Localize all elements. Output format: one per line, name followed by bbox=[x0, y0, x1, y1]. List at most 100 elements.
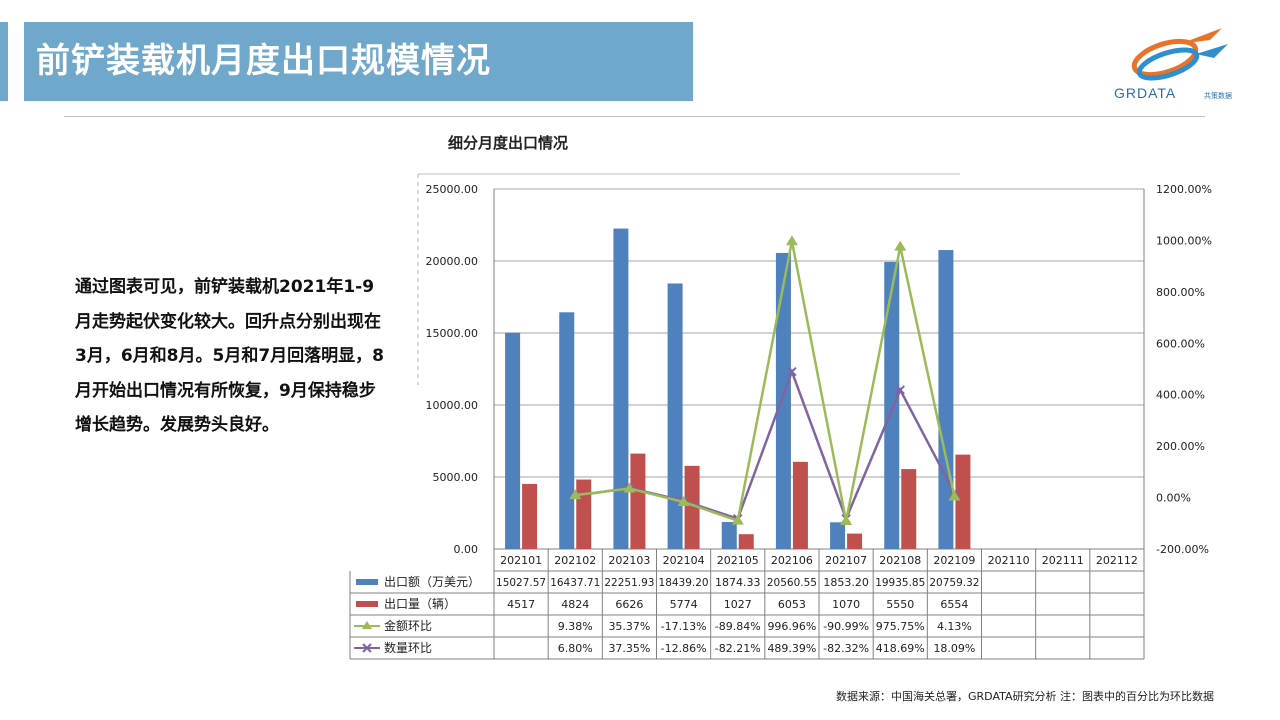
bar-amount bbox=[721, 522, 737, 549]
header-divider bbox=[64, 116, 1205, 117]
bar-quantity bbox=[901, 469, 917, 549]
page-title: 前铲装载机月度出口规模情况 bbox=[36, 41, 491, 81]
bar-quantity bbox=[630, 453, 646, 549]
y-left-tick-label: 15000.00 bbox=[426, 327, 479, 340]
bar-quantity bbox=[522, 483, 538, 549]
chart-description: 通过图表可见，前铲装载机2021年1-9月走势起伏变化较大。回升点分别出现在3月… bbox=[75, 277, 384, 435]
table-cell-value: 975.75% bbox=[876, 620, 925, 633]
legend-label: 数量环比 bbox=[384, 640, 432, 655]
table-cell-value: 1027 bbox=[724, 598, 752, 611]
table-cell-value: 4517 bbox=[507, 598, 535, 611]
y-right-tick-label: -200.00% bbox=[1156, 543, 1209, 556]
bar-amount bbox=[938, 250, 954, 549]
table-cell-value: 5550 bbox=[886, 598, 914, 611]
y-left-tick-label: 0.00 bbox=[454, 543, 479, 556]
amount-mom-point bbox=[677, 495, 690, 506]
table-cell-value: -17.13% bbox=[661, 620, 707, 633]
table-cell-value: 16437.71 bbox=[550, 577, 600, 589]
table-cell-value: 4824 bbox=[561, 598, 589, 611]
y-left-tick-label: 25000.00 bbox=[426, 183, 479, 196]
table-cell-value: 5774 bbox=[670, 598, 698, 611]
logo-subtext: 共策数据 bbox=[1204, 91, 1232, 100]
bar-amount bbox=[775, 252, 791, 549]
x-tick-label: 202112 bbox=[1096, 554, 1138, 567]
logo-globe-icon bbox=[1131, 28, 1228, 81]
bar-quantity bbox=[847, 533, 863, 549]
table-cell-value: 18.09% bbox=[933, 642, 975, 655]
y-right-tick-label: 200.00% bbox=[1156, 440, 1205, 453]
table-cell-value: 20560.55 bbox=[767, 577, 817, 589]
x-tick-label: 202104 bbox=[663, 554, 705, 567]
amount-mom-point bbox=[948, 490, 961, 501]
legend-label: 出口量（辆） bbox=[384, 597, 456, 611]
table-cell-value: 6.80% bbox=[558, 642, 593, 655]
y-right-tick-label: 1200.00% bbox=[1156, 183, 1212, 196]
table-cell-value: 6626 bbox=[615, 598, 643, 611]
x-tick-label: 202103 bbox=[608, 554, 650, 567]
table-cell-value: 4.13% bbox=[937, 620, 972, 633]
title-bar bbox=[24, 22, 693, 101]
legend-marker bbox=[362, 621, 372, 629]
table-cell-value: 22251.93 bbox=[604, 577, 654, 589]
bar-quantity bbox=[955, 454, 971, 549]
table-cell-value: 418.69% bbox=[876, 642, 925, 655]
bar-amount bbox=[667, 283, 683, 549]
table-cell-value: -90.99% bbox=[823, 620, 869, 633]
table-cell-value: 1853.20 bbox=[823, 576, 869, 589]
legend-marker bbox=[362, 643, 372, 653]
table-cell-value: 15027.57 bbox=[496, 577, 546, 589]
y-right-tick-label: 400.00% bbox=[1156, 389, 1205, 402]
y-left-tick-label: 10000.00 bbox=[426, 399, 479, 412]
y-left-tick-label: 20000.00 bbox=[426, 255, 479, 268]
table-cell-value: 18439.20 bbox=[659, 577, 709, 589]
amount-mom-point bbox=[785, 235, 798, 246]
legend-label: 出口额（万美元） bbox=[384, 575, 480, 589]
legend-swatch bbox=[356, 579, 378, 585]
table-cell-value: 6053 bbox=[778, 598, 806, 611]
table-cell-value: 19935.85 bbox=[875, 577, 925, 589]
y-right-tick-label: 800.00% bbox=[1156, 286, 1205, 299]
y-left-tick-label: 5000.00 bbox=[433, 471, 479, 484]
quantity-mom-point bbox=[895, 385, 905, 395]
legend-label: 金额环比 bbox=[384, 618, 432, 633]
table-cell-value: 1874.33 bbox=[715, 576, 761, 589]
chart-title: 细分月度出口情况 bbox=[448, 134, 569, 152]
y-right-tick-label: 600.00% bbox=[1156, 337, 1205, 350]
title-accent bbox=[0, 22, 8, 101]
y-right-tick-label: 0.00% bbox=[1156, 492, 1191, 505]
amount-mom-point bbox=[894, 240, 907, 251]
x-tick-label: 202109 bbox=[933, 554, 975, 567]
table-cell-value: 1070 bbox=[832, 598, 860, 611]
x-tick-label: 202110 bbox=[988, 554, 1030, 567]
data-source-footnote: 数据来源：中国海关总署，GRDATA研究分析 注：图表中的百分比为环比数据 bbox=[836, 690, 1214, 703]
table-cell-value: -82.21% bbox=[715, 642, 761, 655]
bar-amount bbox=[559, 312, 575, 549]
bar-amount bbox=[884, 261, 900, 549]
x-tick-label: 202101 bbox=[500, 554, 542, 567]
logo-text: GRDATA bbox=[1114, 85, 1176, 101]
x-tick-label: 202102 bbox=[554, 554, 596, 567]
amount-mom-point bbox=[569, 489, 582, 500]
bar-amount bbox=[830, 522, 846, 549]
x-tick-label: 202111 bbox=[1042, 554, 1084, 567]
bar-quantity bbox=[738, 534, 754, 549]
legend-swatch bbox=[356, 601, 378, 607]
amount-mom-point bbox=[840, 514, 853, 525]
table-cell-value: 489.39% bbox=[767, 642, 816, 655]
quantity-mom-point bbox=[787, 367, 797, 377]
table-cell-value: 37.35% bbox=[608, 642, 650, 655]
bar-quantity bbox=[684, 465, 700, 549]
y-right-tick-label: 1000.00% bbox=[1156, 234, 1212, 247]
amount-mom-point bbox=[623, 482, 636, 493]
bar-amount bbox=[505, 332, 521, 549]
grdata-logo: GRDATA 共策数据 bbox=[1114, 28, 1232, 101]
table-cell-value: -89.84% bbox=[715, 620, 761, 633]
table-cell-value: 20759.32 bbox=[929, 577, 979, 589]
table-cell-value: 6554 bbox=[940, 598, 968, 611]
x-tick-label: 202105 bbox=[717, 554, 759, 567]
table-cell-value: -82.32% bbox=[823, 642, 869, 655]
x-tick-label: 202107 bbox=[825, 554, 867, 567]
bar-amount bbox=[613, 228, 629, 549]
table-cell-value: 996.96% bbox=[767, 620, 816, 633]
amount-mom-line bbox=[575, 240, 956, 523]
